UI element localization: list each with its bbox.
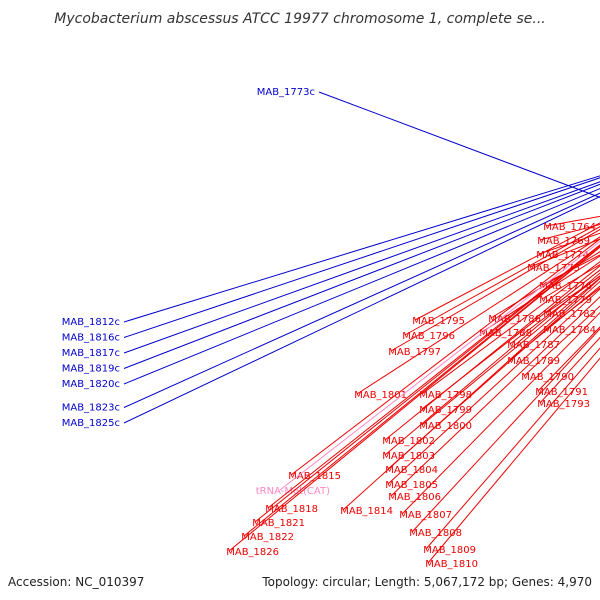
leader-line bbox=[123, 188, 600, 385]
leader-line bbox=[387, 288, 600, 485]
reverse-gene-label[interactable]: MAB_1820c bbox=[62, 379, 120, 390]
forward-gene-label[interactable]: MAB_1786 bbox=[488, 314, 541, 325]
leader-line bbox=[421, 277, 600, 426]
gene-labels: MAB_1773c MAB_1812c MAB_1816c MAB_1817c MAB_… bbox=[62, 87, 600, 570]
leader-line bbox=[539, 223, 600, 241]
leader-line bbox=[421, 261, 600, 395]
forward-gene-label[interactable]: MAB_1818 bbox=[265, 504, 318, 515]
leader-line bbox=[537, 326, 600, 392]
leader-line bbox=[384, 265, 600, 441]
reverse-gene-label[interactable]: MAB_1773c bbox=[257, 87, 315, 98]
reverse-gene-label[interactable]: MAB_1819c bbox=[62, 364, 120, 375]
leader-line bbox=[414, 222, 600, 321]
forward-gene-label[interactable]: MAB_1808 bbox=[409, 528, 462, 539]
reverse-gene-label[interactable]: MAB_1825c bbox=[62, 418, 120, 429]
map-title: Mycobacterium abscessus ATCC 19977 chrom… bbox=[54, 11, 545, 27]
forward-gene-label[interactable]: MAB_1795 bbox=[412, 316, 465, 327]
leader-line bbox=[290, 238, 600, 476]
footer-band bbox=[0, 570, 600, 600]
forward-gene-label[interactable]: MAB_1774 bbox=[536, 250, 589, 261]
leader-line bbox=[342, 277, 600, 511]
leader-line bbox=[390, 296, 600, 497]
forward-gene-label[interactable]: MAB_1799 bbox=[419, 405, 472, 416]
leader-line bbox=[427, 357, 600, 564]
leader-line bbox=[123, 183, 600, 369]
leader-line bbox=[254, 244, 600, 523]
forward-gene-label[interactable]: MAB_1797 bbox=[388, 347, 441, 358]
forward-gene-label[interactable]: MAB_1800 bbox=[419, 421, 472, 432]
leader-line bbox=[401, 311, 600, 515]
leader-line bbox=[509, 275, 600, 345]
leader-line bbox=[123, 192, 600, 408]
leader-line bbox=[390, 228, 600, 352]
forward-gene-label[interactable]: MAB_1784 bbox=[543, 325, 596, 336]
leader-line bbox=[523, 305, 600, 377]
leader-line bbox=[123, 177, 600, 338]
forward-gene-label[interactable]: MAB_1779 bbox=[539, 295, 592, 306]
leader-line bbox=[539, 336, 600, 404]
forward-gene-label[interactable]: MAB_1822 bbox=[241, 532, 294, 543]
leader-line bbox=[421, 269, 600, 410]
leader-line bbox=[545, 215, 600, 227]
forward-gene-label[interactable]: MAB_1801 bbox=[354, 390, 407, 401]
topology-text: Topology: circular; Length: 5,067,172 bp… bbox=[261, 575, 592, 589]
forward-gene-label[interactable]: MAB_1790 bbox=[521, 372, 574, 383]
leader-line bbox=[411, 328, 600, 533]
forward-gene-label[interactable]: MAB_1821 bbox=[252, 518, 305, 529]
forward-gene-label[interactable]: MAB_1815 bbox=[288, 471, 341, 482]
forward-gene-label[interactable]: MAB_1764 bbox=[543, 222, 596, 233]
forward-gene-label[interactable]: MAB_1782 bbox=[543, 309, 596, 320]
leader-line bbox=[123, 175, 600, 323]
reverse-gene-label[interactable]: MAB_1817c bbox=[62, 348, 120, 359]
forward-gene-label[interactable]: MAB_1814 bbox=[340, 506, 393, 517]
forward-gene-label[interactable]: MAB_1807 bbox=[399, 510, 452, 521]
forward-gene-label[interactable]: MAB_1803 bbox=[382, 451, 435, 462]
forward-gene-label[interactable]: MAB_1798 bbox=[419, 390, 472, 401]
reverse-gene-label[interactable]: MAB_1812c bbox=[62, 317, 120, 328]
leader-line bbox=[509, 285, 600, 361]
forward-gene-label[interactable]: MAB_1775 bbox=[527, 263, 580, 274]
leader-line bbox=[384, 272, 600, 456]
forward-gene-label[interactable]: MAB_1788 bbox=[479, 328, 532, 339]
leader-line bbox=[356, 236, 600, 395]
leader-line bbox=[279, 240, 600, 491]
leader-line bbox=[228, 246, 600, 552]
leader-line bbox=[541, 254, 600, 286]
forward-gene-label[interactable]: MAB_1789 bbox=[507, 356, 560, 367]
reverse-gene-label[interactable]: MAB_1823c bbox=[62, 403, 120, 414]
forward-gene-label[interactable]: MAB_1776 bbox=[539, 281, 592, 292]
leader-line bbox=[529, 238, 600, 268]
leader-line bbox=[123, 195, 600, 424]
forward-gene-label[interactable]: MAB_1804 bbox=[385, 465, 438, 476]
leader-line bbox=[123, 181, 600, 354]
leader-line bbox=[538, 232, 600, 255]
forward-gene-label[interactable]: MAB_1826 bbox=[226, 547, 279, 558]
leader-line bbox=[267, 244, 600, 509]
leader-line bbox=[318, 91, 600, 198]
leader-line bbox=[425, 347, 600, 550]
forward-gene-label[interactable]: MAB_1809 bbox=[423, 545, 476, 556]
reverse-gene-label[interactable]: MAB_1816c bbox=[62, 333, 120, 344]
leader-line bbox=[387, 280, 600, 470]
forward-gene-label[interactable]: MAB_1787 bbox=[507, 340, 560, 351]
leader-line bbox=[404, 226, 600, 336]
forward-gene-label[interactable]: MAB_1802 bbox=[382, 436, 435, 447]
forward-gene-label[interactable]: MAB_1805 bbox=[385, 480, 438, 491]
forward-gene-label[interactable]: MAB_1806 bbox=[388, 492, 441, 503]
forward-gene-label[interactable]: MAB_1796 bbox=[402, 331, 455, 342]
forward-gene-label[interactable]: MAB_1810 bbox=[425, 559, 478, 570]
accession-text: Accession: NC_010397 bbox=[8, 575, 144, 589]
leader-line bbox=[545, 287, 600, 330]
forward-gene-label[interactable]: MAB_1793 bbox=[537, 399, 590, 410]
